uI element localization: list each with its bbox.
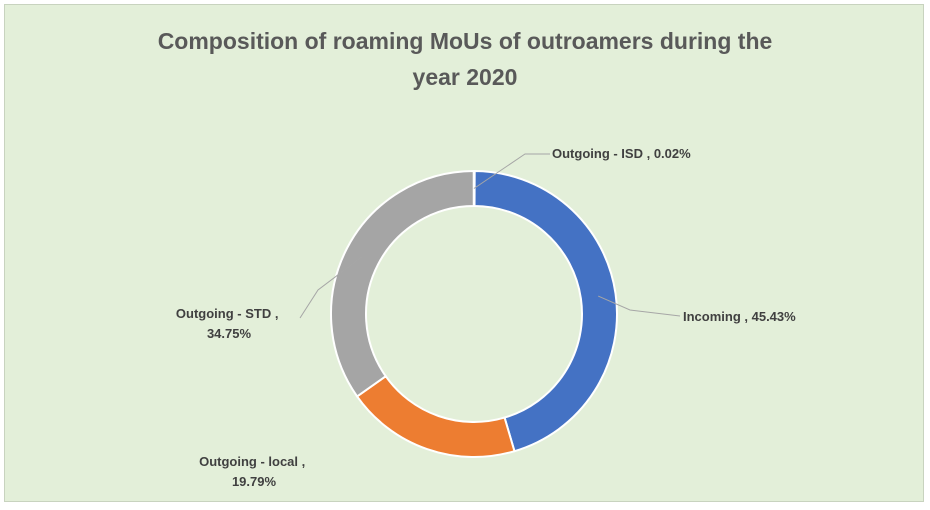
slice-incoming bbox=[473, 169, 618, 453]
leader-lines bbox=[299, 153, 681, 319]
chart-title: Composition of roaming MoUs of outroamer… bbox=[65, 23, 865, 95]
slice-outgoing-local bbox=[355, 374, 516, 458]
doughnut-slices bbox=[330, 169, 618, 458]
data-label-incoming: Incoming , 45.43% bbox=[683, 309, 796, 324]
leader-line-incoming bbox=[598, 295, 681, 317]
leader-line-outgoing-std bbox=[299, 255, 363, 319]
leader-line-outgoing-isd bbox=[473, 153, 550, 189]
data-label-outgoing-local: Outgoing - local , 19.79% bbox=[199, 454, 309, 489]
chart-title-line-1: Composition of roaming MoUs of outroamer… bbox=[157, 28, 773, 54]
slice-outgoing-std bbox=[330, 169, 475, 398]
data-label-outgoing-isd: Outgoing - ISD , 0.02% bbox=[552, 146, 691, 161]
chart-title-line-2: year 2020 bbox=[412, 64, 518, 90]
data-label-outgoing-std: Outgoing - STD , 34.75% bbox=[176, 306, 282, 341]
chart-area: Composition of roaming MoUs of outroamer… bbox=[4, 4, 924, 502]
